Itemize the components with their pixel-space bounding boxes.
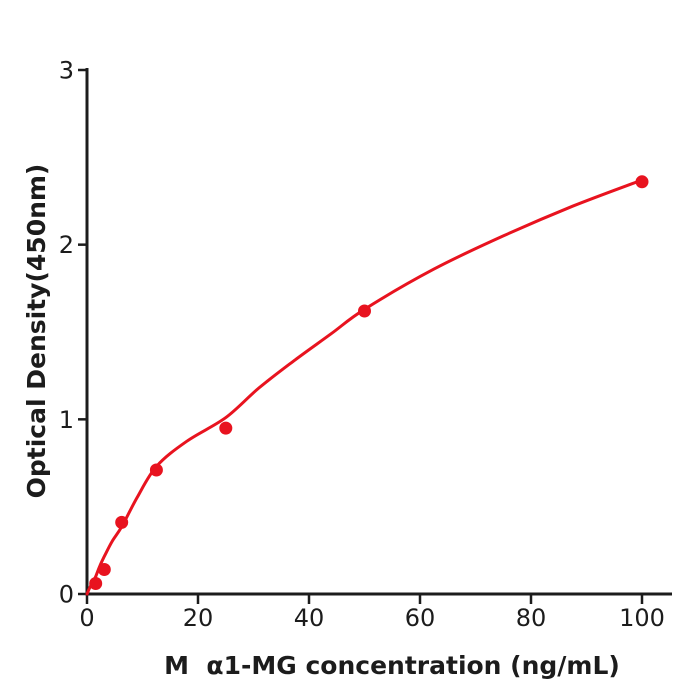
axis-spines bbox=[85, 68, 672, 596]
x-axis-title: M α1-MG concentration (ng/mL) bbox=[164, 651, 620, 680]
y-tick-label: 3 bbox=[59, 57, 74, 85]
x-tick-label: 60 bbox=[405, 604, 436, 632]
data-point bbox=[358, 304, 371, 318]
x-tick-label: 20 bbox=[183, 604, 214, 632]
y-tick-label: 2 bbox=[59, 231, 74, 259]
x-tick-label: 0 bbox=[79, 604, 94, 632]
data-point bbox=[149, 463, 163, 477]
data-point bbox=[219, 421, 233, 435]
x-tick-label: 100 bbox=[619, 604, 665, 632]
y-tick-label: 1 bbox=[59, 406, 74, 434]
data-point bbox=[97, 563, 111, 576]
fit-curve-line bbox=[85, 178, 644, 596]
tick-marks-and-labels: 0 20 40 60 80 100 0 1 2 3 bbox=[59, 57, 665, 633]
y-axis-title: Optical Density(450nm) bbox=[22, 164, 51, 499]
data-point bbox=[89, 577, 103, 590]
data-point bbox=[115, 515, 129, 529]
data-point bbox=[635, 175, 649, 189]
x-tick-label: 80 bbox=[516, 604, 547, 632]
data-points bbox=[89, 175, 649, 590]
y-tick-label: 0 bbox=[59, 581, 74, 609]
axes bbox=[85, 68, 672, 596]
x-tick-label: 40 bbox=[294, 604, 325, 632]
